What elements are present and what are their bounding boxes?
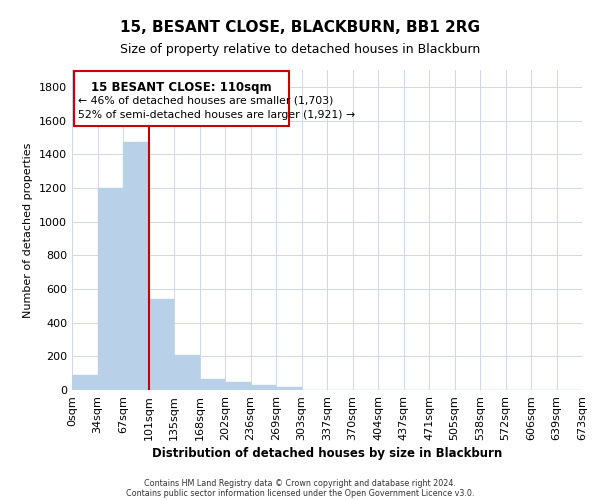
- Text: Contains public sector information licensed under the Open Government Licence v3: Contains public sector information licen…: [126, 488, 474, 498]
- Text: Contains HM Land Registry data © Crown copyright and database right 2024.: Contains HM Land Registry data © Crown c…: [144, 478, 456, 488]
- Bar: [149, 299, 174, 390]
- Bar: [251, 385, 276, 390]
- Y-axis label: Number of detached properties: Number of detached properties: [23, 142, 34, 318]
- Bar: [225, 382, 251, 390]
- Text: Size of property relative to detached houses in Blackburn: Size of property relative to detached ho…: [120, 42, 480, 56]
- X-axis label: Distribution of detached houses by size in Blackburn: Distribution of detached houses by size …: [152, 447, 502, 460]
- Bar: [199, 379, 225, 390]
- Text: 15, BESANT CLOSE, BLACKBURN, BB1 2RG: 15, BESANT CLOSE, BLACKBURN, BB1 2RG: [120, 20, 480, 35]
- FancyBboxPatch shape: [74, 71, 289, 126]
- Text: 52% of semi-detached houses are larger (1,921) →: 52% of semi-detached houses are larger (…: [78, 110, 355, 120]
- Text: ← 46% of detached houses are smaller (1,703): ← 46% of detached houses are smaller (1,…: [78, 96, 333, 106]
- Bar: [72, 375, 97, 390]
- Bar: [97, 188, 123, 390]
- Bar: [174, 356, 199, 390]
- Bar: [123, 142, 149, 390]
- Text: 15 BESANT CLOSE: 110sqm: 15 BESANT CLOSE: 110sqm: [91, 81, 272, 94]
- Bar: [276, 388, 302, 390]
